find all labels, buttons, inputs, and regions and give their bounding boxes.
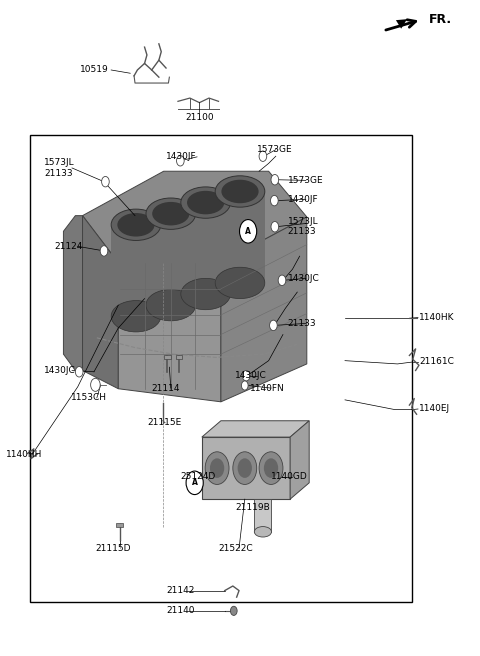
Text: 1573GE: 1573GE xyxy=(257,145,292,154)
Circle shape xyxy=(230,606,237,615)
Text: 1140HH: 1140HH xyxy=(6,449,43,459)
Bar xyxy=(164,355,171,359)
Circle shape xyxy=(242,371,250,381)
Circle shape xyxy=(91,379,100,392)
Text: 1430JC: 1430JC xyxy=(235,371,267,380)
Ellipse shape xyxy=(181,278,230,310)
Ellipse shape xyxy=(215,267,265,298)
Polygon shape xyxy=(63,216,83,371)
Text: 1140EJ: 1140EJ xyxy=(419,405,450,413)
Circle shape xyxy=(241,381,248,390)
Ellipse shape xyxy=(111,209,161,241)
Text: 25124D: 25124D xyxy=(180,472,216,482)
Text: FR.: FR. xyxy=(429,12,452,26)
Text: 21115E: 21115E xyxy=(147,419,181,427)
Text: 1430JC: 1430JC xyxy=(288,274,320,283)
Circle shape xyxy=(270,320,277,331)
Text: 21142: 21142 xyxy=(166,586,194,595)
Circle shape xyxy=(238,459,252,478)
Circle shape xyxy=(233,452,257,484)
Ellipse shape xyxy=(187,191,224,215)
Bar xyxy=(254,499,272,532)
Text: 1430JC: 1430JC xyxy=(44,366,76,375)
Text: 10519: 10519 xyxy=(80,66,109,75)
Text: 21114: 21114 xyxy=(152,384,180,392)
Text: 21133: 21133 xyxy=(288,319,316,328)
Text: 1573JL
21133: 1573JL 21133 xyxy=(44,158,75,178)
Ellipse shape xyxy=(181,187,230,218)
Text: 21119B: 21119B xyxy=(235,503,270,512)
Text: 1573JL
21133: 1573JL 21133 xyxy=(288,217,318,236)
Ellipse shape xyxy=(146,289,196,321)
Text: 21100: 21100 xyxy=(185,113,214,121)
Text: 1153CH: 1153CH xyxy=(71,394,107,402)
Ellipse shape xyxy=(146,198,196,230)
Ellipse shape xyxy=(221,180,259,203)
Circle shape xyxy=(102,176,109,187)
Circle shape xyxy=(186,471,203,495)
Polygon shape xyxy=(83,216,118,389)
Ellipse shape xyxy=(215,176,265,207)
Polygon shape xyxy=(83,171,307,262)
Polygon shape xyxy=(290,420,309,499)
Text: 21115D: 21115D xyxy=(96,544,132,552)
Text: A: A xyxy=(192,478,198,487)
Text: 1430JF: 1430JF xyxy=(166,152,197,161)
Ellipse shape xyxy=(117,213,155,237)
Polygon shape xyxy=(146,214,196,305)
Text: 21522C: 21522C xyxy=(218,544,253,552)
Circle shape xyxy=(264,459,278,478)
Circle shape xyxy=(75,367,83,377)
Polygon shape xyxy=(181,203,230,294)
Text: 21161C: 21161C xyxy=(419,358,454,367)
Circle shape xyxy=(210,459,224,478)
Text: A: A xyxy=(245,227,251,236)
Polygon shape xyxy=(118,262,221,402)
Bar xyxy=(176,355,182,359)
Polygon shape xyxy=(202,420,309,437)
Text: 1573GE: 1573GE xyxy=(288,176,324,185)
Text: 21124: 21124 xyxy=(54,242,82,251)
Text: 1430JF: 1430JF xyxy=(288,195,318,204)
Bar xyxy=(30,135,412,602)
Circle shape xyxy=(271,174,279,185)
Bar xyxy=(116,523,123,527)
Circle shape xyxy=(259,452,283,484)
Text: 1140HK: 1140HK xyxy=(419,313,455,322)
Polygon shape xyxy=(111,225,161,316)
Text: 1140GD: 1140GD xyxy=(271,472,308,482)
Polygon shape xyxy=(221,217,307,402)
Text: 21140: 21140 xyxy=(166,606,194,615)
Circle shape xyxy=(100,246,108,256)
Circle shape xyxy=(271,195,278,206)
Circle shape xyxy=(278,275,286,285)
Circle shape xyxy=(177,155,184,166)
Polygon shape xyxy=(215,192,265,283)
Bar xyxy=(202,437,290,499)
Circle shape xyxy=(271,222,279,232)
Circle shape xyxy=(205,452,229,484)
Ellipse shape xyxy=(152,202,190,226)
Text: 1140FN: 1140FN xyxy=(250,384,284,392)
Circle shape xyxy=(259,151,267,161)
Ellipse shape xyxy=(254,527,272,537)
Ellipse shape xyxy=(111,300,161,332)
Circle shape xyxy=(240,220,257,243)
